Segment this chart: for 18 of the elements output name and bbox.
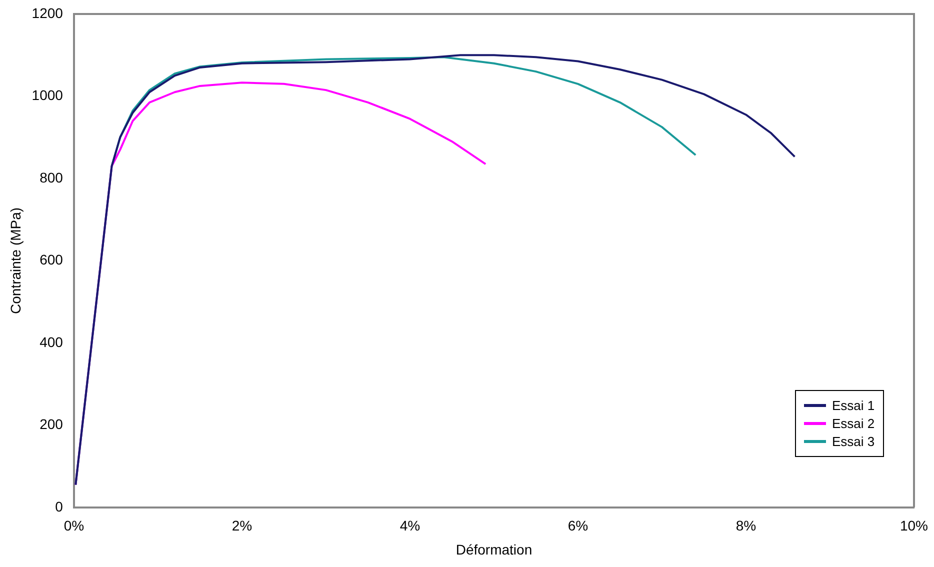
- x-tick-label: 0%: [64, 518, 84, 534]
- x-tick-label: 4%: [400, 518, 420, 534]
- y-axis-title: Contrainte (MPa): [7, 207, 24, 314]
- x-axis-title: Déformation: [456, 541, 532, 558]
- x-tick-label: 10%: [900, 518, 928, 534]
- x-tick-label: 8%: [736, 518, 756, 534]
- y-tick-label: 1000: [32, 87, 64, 104]
- legend-label: Essai 1: [832, 398, 875, 414]
- legend-label: Essai 3: [832, 434, 875, 450]
- x-tick-label: 6%: [568, 518, 588, 534]
- y-tick-label: 0: [55, 498, 64, 514]
- legend-label: Essai 2: [832, 416, 875, 432]
- y-tick-label: 1200: [32, 4, 64, 21]
- y-tick-label: 600: [40, 252, 64, 268]
- y-tick-label: 400: [40, 334, 64, 350]
- y-tick-label: 200: [40, 416, 64, 432]
- y-tick-label: 800: [40, 169, 64, 186]
- x-tick-label: 2%: [232, 518, 252, 534]
